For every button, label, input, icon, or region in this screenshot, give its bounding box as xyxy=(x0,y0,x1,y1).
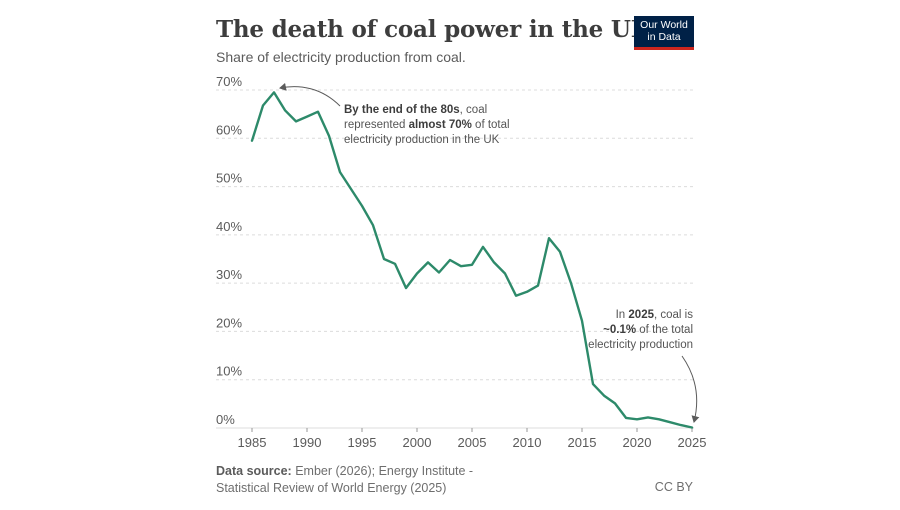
data-point[interactable] xyxy=(590,381,596,387)
y-tick-label: 50% xyxy=(216,171,242,186)
owid-logo[interactable]: Our World in Data xyxy=(634,16,694,50)
data-point[interactable] xyxy=(546,235,552,241)
data-point[interactable] xyxy=(249,138,255,144)
x-tick-label: 2000 xyxy=(403,435,432,450)
series-line-coal-share xyxy=(250,91,694,429)
peak-annotation-text: , coal xyxy=(459,104,488,116)
data-point[interactable] xyxy=(392,261,398,267)
y-tick-label: 30% xyxy=(216,267,242,282)
data-point[interactable] xyxy=(557,249,563,255)
data-source-label: Data source: xyxy=(216,464,292,478)
data-point[interactable] xyxy=(623,415,629,421)
peak-annotation-text: of total xyxy=(471,119,510,131)
peak-annotation-bold: By the end of the 80s xyxy=(344,104,460,116)
data-point[interactable] xyxy=(502,270,508,276)
data-point[interactable] xyxy=(315,109,321,115)
data-point[interactable] xyxy=(612,400,618,406)
data-point[interactable] xyxy=(359,203,365,209)
end-annotation-text: of the total xyxy=(636,324,693,336)
data-point[interactable] xyxy=(491,259,497,265)
end-annotation-text: , coal is xyxy=(654,309,693,321)
data-point[interactable] xyxy=(513,293,519,299)
y-tick-label: 60% xyxy=(216,122,242,137)
logo-line-2: in Data xyxy=(647,31,681,43)
data-point[interactable] xyxy=(348,186,354,192)
y-tick-label: 20% xyxy=(216,315,242,330)
data-point[interactable] xyxy=(524,289,530,295)
data-point[interactable] xyxy=(326,133,332,139)
data-point[interactable] xyxy=(634,416,640,422)
data-point[interactable] xyxy=(260,102,266,108)
data-source-text[interactable]: Ember (2026); Energy Institute - xyxy=(295,464,474,478)
x-tick-label: 1985 xyxy=(238,435,267,450)
y-axis-ticks: 0% 10% 20% 30% 40% 50% 60% 70% xyxy=(216,74,242,427)
data-point[interactable] xyxy=(645,414,651,420)
data-point[interactable] xyxy=(425,259,431,265)
end-annotation-text: electricity production xyxy=(588,339,693,351)
data-point[interactable] xyxy=(689,425,695,431)
data-point[interactable] xyxy=(447,257,453,263)
peak-annotation-arrow xyxy=(279,82,341,107)
x-tick-label: 1990 xyxy=(293,435,322,450)
end-annotation-bold: ~0.1% xyxy=(603,324,637,336)
end-annotation: In 2025, coal is ~0.1% of the total elec… xyxy=(588,308,693,353)
x-tick-label: 1995 xyxy=(348,435,377,450)
x-tick-label: 2025 xyxy=(678,435,707,450)
data-point[interactable] xyxy=(271,89,277,95)
y-tick-label: 40% xyxy=(216,219,242,234)
chart-title: The death of coal power in the UK xyxy=(216,16,651,43)
x-tick-label: 2015 xyxy=(568,435,597,450)
data-point[interactable] xyxy=(293,118,299,124)
end-annotation-arrow xyxy=(681,355,700,423)
license-label[interactable]: CC BY xyxy=(654,480,693,494)
data-point[interactable] xyxy=(414,270,420,276)
x-axis-ticks: 1985 1990 1995 2000 2005 2010 2015 2020 2025 xyxy=(238,428,707,450)
data-point[interactable] xyxy=(337,169,343,175)
data-source-text-2[interactable]: Statistical Review of World Energy (2025… xyxy=(216,481,447,495)
end-annotation-bold: 2025 xyxy=(628,309,654,321)
data-point[interactable] xyxy=(304,114,310,120)
data-point[interactable] xyxy=(458,263,464,269)
data-point[interactable] xyxy=(436,270,442,276)
data-point[interactable] xyxy=(469,262,475,268)
peak-annotation-text: represented xyxy=(344,119,409,131)
x-tick-label: 2005 xyxy=(458,435,487,450)
data-point[interactable] xyxy=(601,393,607,399)
chart-subtitle: Share of electricity production from coa… xyxy=(216,49,466,65)
data-point[interactable] xyxy=(678,422,684,428)
data-point[interactable] xyxy=(579,318,585,324)
peak-annotation-text: electricity production in the UK xyxy=(344,134,500,146)
peak-annotation-bold: almost 70% xyxy=(408,119,472,131)
logo-line-1: Our World xyxy=(640,19,688,31)
y-tick-label: 10% xyxy=(216,364,242,379)
data-point[interactable] xyxy=(535,283,541,289)
data-point[interactable] xyxy=(370,222,376,228)
data-point[interactable] xyxy=(656,416,662,422)
data-point[interactable] xyxy=(381,256,387,262)
data-point[interactable] xyxy=(480,244,486,250)
y-tick-label: 70% xyxy=(216,74,242,89)
end-annotation-text: In xyxy=(615,309,629,321)
data-point[interactable] xyxy=(282,107,288,113)
data-point[interactable] xyxy=(403,285,409,291)
x-tick-label: 2020 xyxy=(623,435,652,450)
y-tick-label: 0% xyxy=(216,412,235,427)
data-point[interactable] xyxy=(568,280,574,286)
data-source: Data source: Ember (2026); Energy Instit… xyxy=(216,463,473,497)
peak-annotation: By the end of the 80s, coal represented … xyxy=(344,103,510,148)
grid-lines xyxy=(216,89,694,429)
x-tick-label: 2010 xyxy=(513,435,542,450)
data-point[interactable] xyxy=(667,419,673,425)
